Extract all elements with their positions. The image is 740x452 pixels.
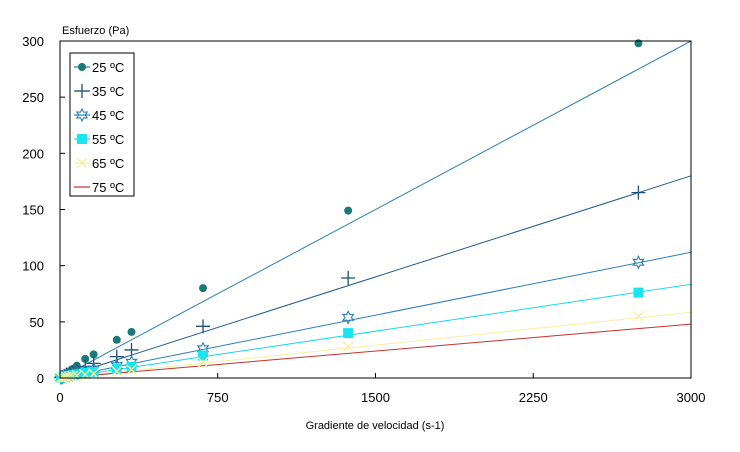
fit-line-series-5 [59, 311, 692, 379]
data-point-s1-13 [344, 206, 353, 215]
x-tick-label-3: 1500 [361, 390, 390, 405]
legend-label-5: 65 ºC [92, 156, 124, 171]
legend-label-2: 35 ºC [92, 84, 124, 99]
legend: 25 ºC 35 ºC 45 ºC 55 ºC 65 ºC 75 ºC [69, 52, 135, 197]
data-point-s2-11 [124, 342, 139, 357]
data-point-s2-12 [196, 319, 211, 334]
data-point-s4-10 [111, 364, 122, 375]
data-point-s5-6 [67, 370, 79, 382]
legend-marker-5 [76, 157, 88, 169]
x-axis-title: Gradiente de velocidad (s-1) [306, 420, 445, 432]
data-point-s3-14 [632, 255, 645, 270]
x-tick-label-1: 0 [56, 390, 63, 405]
y-axis-title: Esfuerzo (Pa) [62, 25, 129, 37]
data-point-s2-13 [341, 271, 356, 286]
y-tick-label-5: 200 [22, 146, 44, 161]
data-point-s4-8 [80, 367, 91, 378]
x-tick-label-2: 750 [207, 390, 229, 405]
data-point-s1-9 [89, 350, 98, 359]
data-point-s1-12 [199, 284, 208, 293]
data-point-s5-12 [197, 356, 209, 368]
fit-line-series-2 [59, 175, 692, 379]
data-point-s5-11 [126, 364, 137, 376]
data-point-s1-14 [634, 39, 643, 48]
fit-line-series-6 [59, 323, 692, 379]
legend-label-6: 75 ºC [92, 180, 124, 195]
legend-marker-1 [78, 63, 86, 71]
data-point-s4-12 [198, 350, 209, 361]
fit-lines [59, 40, 692, 379]
legend-label-4: 55 ºC [92, 132, 124, 147]
data-point-s1-8 [81, 354, 90, 363]
legend-marker-2 [75, 84, 89, 98]
axis-ticks: 0 750 1500 2250 3000 0 50 100 150 200 250 300 [22, 34, 705, 405]
legend-marker-4 [77, 134, 87, 144]
legend-marker-3 [75, 107, 89, 123]
y-tick-label-7: 300 [22, 34, 44, 49]
x-tick-label-5: 3000 [677, 390, 706, 405]
legend-box [69, 52, 135, 197]
fit-line-series-4 [59, 283, 692, 379]
data-point-s4-7 [71, 369, 82, 380]
y-tick-label-1: 0 [37, 371, 44, 386]
data-point-s1-11 [127, 327, 136, 336]
data-point-s4-9 [88, 366, 99, 377]
y-tick-label-3: 100 [22, 259, 44, 274]
data-point-s5-9 [88, 368, 100, 380]
data-point-s4-14 [633, 287, 644, 298]
data-point-s2-14 [631, 185, 646, 200]
data-point-s5-14 [632, 310, 644, 322]
data-point-s4-13 [343, 328, 354, 339]
fit-line-series-3 [59, 251, 692, 379]
y-tick-label-4: 150 [22, 203, 44, 218]
fit-line-series-1 [59, 40, 692, 379]
data-point-s4-11 [126, 361, 137, 372]
data-point-s5-13 [342, 341, 354, 353]
x-tick-label-4: 2250 [519, 390, 548, 405]
y-tick-label-2: 50 [30, 315, 44, 330]
data-point-s1-10 [112, 335, 121, 344]
y-tick-label-6: 250 [22, 90, 44, 105]
data-point-s3-13 [341, 310, 355, 325]
data-point-s2-10 [109, 349, 124, 364]
data-point-s5-10 [111, 365, 123, 377]
data-points [54, 39, 646, 385]
legend-label-3: 45 ºC [92, 108, 124, 123]
legend-label-1: 25 ºC [92, 60, 124, 75]
